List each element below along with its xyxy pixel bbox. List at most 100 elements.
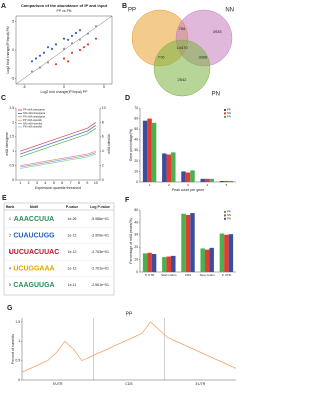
table-cell: -2.909e+01 [91, 233, 109, 237]
x-tick-label: 5 [53, 181, 55, 185]
point [54, 43, 58, 46]
bar [171, 255, 176, 272]
line [20, 150, 96, 166]
line [21, 321, 237, 373]
line [20, 153, 96, 169]
bar [181, 171, 186, 182]
y-tick-label: 0 [136, 270, 138, 274]
table-cell: -5.986e+01 [91, 217, 109, 221]
table-cell: -2.763e+01 [91, 250, 109, 254]
point [42, 51, 46, 54]
y-tick-label: 0 [12, 48, 14, 52]
panel-label: E [2, 195, 7, 202]
point [94, 37, 98, 40]
chart-title: Comparison of the abundance of IP and in… [21, 3, 108, 8]
region-value: 3935 [213, 29, 223, 34]
y-tick-label: 50 [134, 127, 138, 131]
bar [185, 214, 191, 272]
legend-label: PN m6A sites/gene [23, 114, 46, 118]
y-tick-label: 1.5 [9, 135, 14, 139]
y-tick-label: 30 [134, 148, 138, 152]
x-axis-label: Log2 fold change(IP/Input) PP [41, 90, 89, 94]
x-tick-label: 1 [149, 183, 151, 187]
point [74, 31, 78, 35]
y-tick-label: 0 [136, 180, 138, 184]
x-tick-label: Stop codon [200, 273, 216, 277]
table-cell: 1e-12 [68, 233, 77, 237]
x-tick-label: 5' UTR [145, 273, 155, 277]
bar [224, 180, 229, 182]
x-tick-label: CDS [185, 273, 191, 277]
y-tick-label: 50 [134, 208, 138, 212]
motif: UCUGGAAA [13, 265, 54, 272]
legend-swatch [224, 217, 226, 220]
legend-swatch [224, 214, 226, 217]
table-cell: 4 [9, 266, 11, 270]
legend-label: NN [227, 111, 231, 115]
x-axis-label: Peak count per gene [172, 188, 204, 192]
set-label: PN [212, 92, 220, 98]
legend-label: NN m6A sites/kb [23, 121, 43, 125]
bar [162, 257, 167, 272]
point [50, 47, 54, 50]
legend-label: PP m6A sites/kb [23, 118, 42, 122]
y-tick-label: 0 [18, 378, 20, 382]
line [20, 127, 96, 158]
line [20, 152, 96, 168]
table-header: Log P-value [90, 205, 110, 209]
bar [204, 249, 210, 272]
motif: CUAUCUGG [13, 232, 55, 239]
venn-circle [153, 39, 211, 97]
x-tick-label: 3 [187, 183, 189, 187]
table-cell: 1e-11 [68, 283, 77, 287]
x-tick-label: 1 [19, 181, 21, 185]
y-tick-label: 10 [134, 258, 138, 262]
bar [181, 213, 186, 272]
chart-subtitle: PP vs PN [57, 9, 72, 13]
legend-label: PN m6A sites/kb [23, 125, 43, 129]
y-tick-label: 8 [102, 120, 104, 124]
table-cell: 3 [9, 250, 11, 254]
panel-label: C [1, 95, 6, 102]
y-tick-label: 60 [134, 116, 138, 120]
bar [190, 170, 195, 182]
bar [200, 248, 205, 272]
table-cell: 1e-26 [68, 217, 77, 221]
set-label: NN [225, 8, 234, 14]
panel-label: G [7, 305, 13, 312]
line [20, 122, 96, 152]
x-tick-label: 0 [63, 85, 65, 89]
y-tick-label: 1 [12, 149, 14, 153]
bar [147, 118, 152, 182]
y-tick-label: 2.5 [9, 106, 14, 110]
legend-swatch [224, 211, 226, 213]
point [78, 29, 82, 32]
x-tick-label: 5 [226, 183, 228, 187]
bar [147, 252, 152, 272]
bar [151, 254, 157, 272]
bar [209, 247, 214, 272]
point [62, 37, 66, 40]
y-tick-label: 20 [134, 159, 138, 163]
y-tick-label: 30 [134, 233, 138, 237]
point [38, 54, 42, 57]
legend-label: NN m6A sites/gene [23, 111, 46, 115]
point [86, 32, 90, 35]
table-cell: -2.761e+01 [91, 266, 109, 270]
point [62, 57, 66, 60]
legend-label: NN [227, 213, 231, 217]
legend-label: PP [227, 108, 231, 112]
bar [200, 178, 205, 182]
point [34, 57, 38, 60]
legend-swatch [224, 109, 226, 111]
motif: AAACCUUA [14, 216, 54, 223]
point [38, 66, 42, 69]
y-tick-label: 0 [102, 178, 104, 182]
bar [204, 178, 210, 182]
table-cell: 5 [9, 283, 11, 287]
table-frame [3, 202, 115, 296]
region-label: 5'UTR [53, 382, 63, 386]
y-tick-label: 20 [134, 245, 138, 249]
table-header: P-value [66, 205, 79, 209]
y-axis-label: Percent of summits [11, 334, 15, 364]
